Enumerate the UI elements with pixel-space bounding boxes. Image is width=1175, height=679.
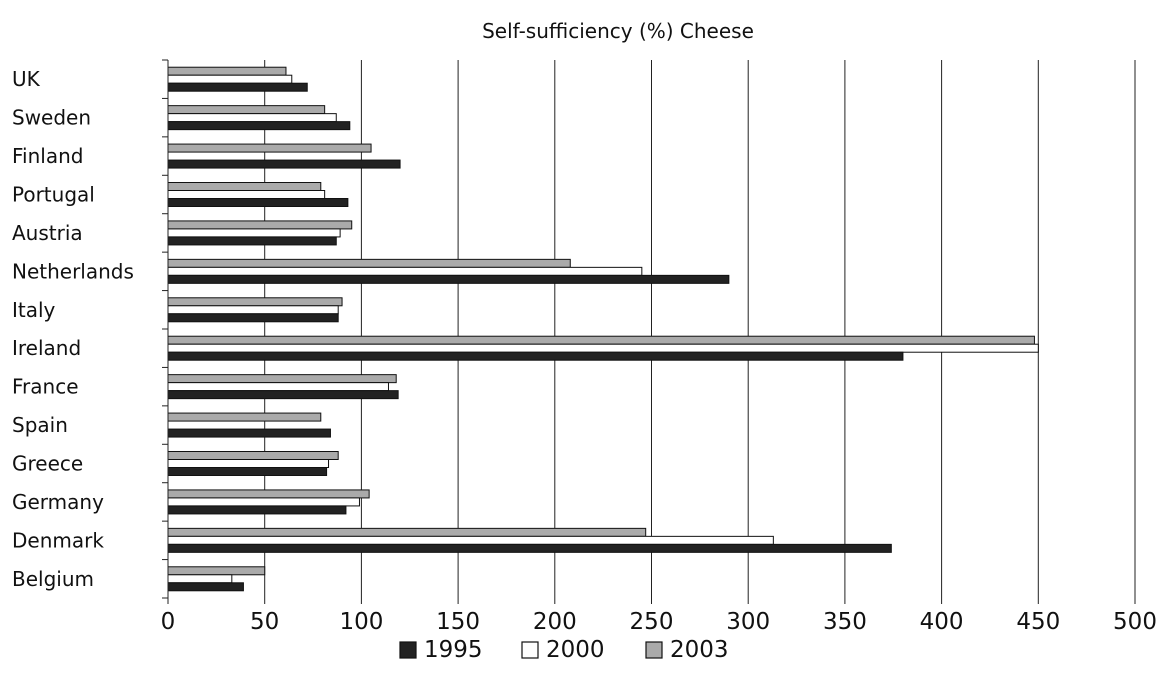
bar-1995-denmark <box>167 543 892 553</box>
x-tick-label: 400 <box>920 609 964 635</box>
category-label: France <box>12 375 79 399</box>
bar-1995-belgium <box>167 582 244 592</box>
x-tick-label: 300 <box>726 609 770 635</box>
bar-2000-italy <box>167 305 339 315</box>
legend-item-1995: 1995 <box>399 637 483 663</box>
legend-swatch <box>521 641 539 659</box>
x-tick-label: 150 <box>436 609 480 635</box>
gridlines <box>264 60 1136 598</box>
bar-2000-denmark <box>167 535 774 545</box>
bar-2000-austria <box>167 228 341 238</box>
legend-swatch <box>645 641 663 659</box>
bar-1995-uk <box>167 82 308 92</box>
bar-2000-france <box>167 382 389 392</box>
bar-2003-austria <box>167 220 353 230</box>
category-label: Austria <box>12 221 83 245</box>
bar-2000-belgium <box>167 574 233 584</box>
legend: 1995 2000 2003 <box>399 637 729 663</box>
x-tick-label: 350 <box>823 609 867 635</box>
bar-2000-netherlands <box>167 266 643 276</box>
bar-2003-uk <box>167 66 287 76</box>
bar-2003-ireland <box>167 335 1035 345</box>
bar-2003-belgium <box>167 566 266 576</box>
x-tick-label: 0 <box>161 609 176 635</box>
legend-label: 2000 <box>546 637 605 663</box>
bar-1995-greece <box>167 467 328 476</box>
category-label: Portugal <box>12 183 95 207</box>
category-label: Belgium <box>12 567 94 591</box>
legend-label: 1995 <box>424 637 483 663</box>
bar-1995-netherlands <box>167 274 730 284</box>
bar-2000-uk <box>167 74 293 84</box>
bar-1995-ireland <box>167 351 904 361</box>
x-tick-label: 200 <box>533 609 577 635</box>
bar-2000-ireland <box>167 343 1039 353</box>
category-label: Italy <box>12 298 56 322</box>
category-label: UK <box>12 67 41 91</box>
bar-2000-germany <box>167 497 360 507</box>
category-label: Greece <box>12 452 83 476</box>
category-label: Denmark <box>12 528 104 552</box>
bar-2003-denmark <box>167 527 647 537</box>
category-label: Spain <box>12 413 68 437</box>
bar-1995-france <box>167 390 399 400</box>
bar-2000-portugal <box>167 190 326 199</box>
bar-2003-greece <box>167 451 339 460</box>
category-label: Ireland <box>12 336 81 360</box>
x-tick-label: 50 <box>250 609 279 635</box>
category-label: Sweden <box>12 106 91 130</box>
x-tick-label: 500 <box>1113 609 1157 635</box>
bar-2003-finland <box>167 143 372 153</box>
legend-swatch <box>399 641 417 659</box>
bar-1995-austria <box>167 236 337 246</box>
bar-1995-spain <box>167 428 331 438</box>
bar-2003-netherlands <box>167 258 571 268</box>
bar-2003-spain <box>167 412 322 422</box>
legend-item-2000: 2000 <box>521 637 605 663</box>
x-tick-label: 100 <box>339 609 383 635</box>
bar-2003-germany <box>167 489 370 499</box>
bar-1995-portugal <box>167 198 349 207</box>
bar-2000-greece <box>167 459 330 468</box>
bar-1995-finland <box>167 159 401 169</box>
bar-1995-italy <box>167 313 339 323</box>
bar-1995-germany <box>167 505 347 515</box>
category-label: Germany <box>12 490 104 514</box>
bar-1995-sweden <box>167 121 351 131</box>
axes <box>162 59 1136 604</box>
legend-item-2003: 2003 <box>645 637 729 663</box>
category-labels: UK Sweden Finland Portugal Austria Netherland… <box>12 67 134 591</box>
bars <box>167 66 1039 592</box>
bar-2003-portugal <box>167 182 322 191</box>
bar-2003-sweden <box>167 105 326 115</box>
category-label: Finland <box>12 144 83 168</box>
bar-2000-sweden <box>167 113 337 123</box>
legend-label: 2003 <box>670 637 729 663</box>
x-tick-label: 250 <box>630 609 674 635</box>
bar-2003-france <box>167 374 397 384</box>
chart-title: Self-sufficiency (%) Cheese <box>482 19 754 43</box>
x-tick-labels: 0 50 100 150 200 250 300 350 400 450 500 <box>161 609 1157 635</box>
bar-2003-italy <box>167 297 343 307</box>
x-tick-label: 450 <box>1016 609 1060 635</box>
category-label: Netherlands <box>12 259 134 283</box>
